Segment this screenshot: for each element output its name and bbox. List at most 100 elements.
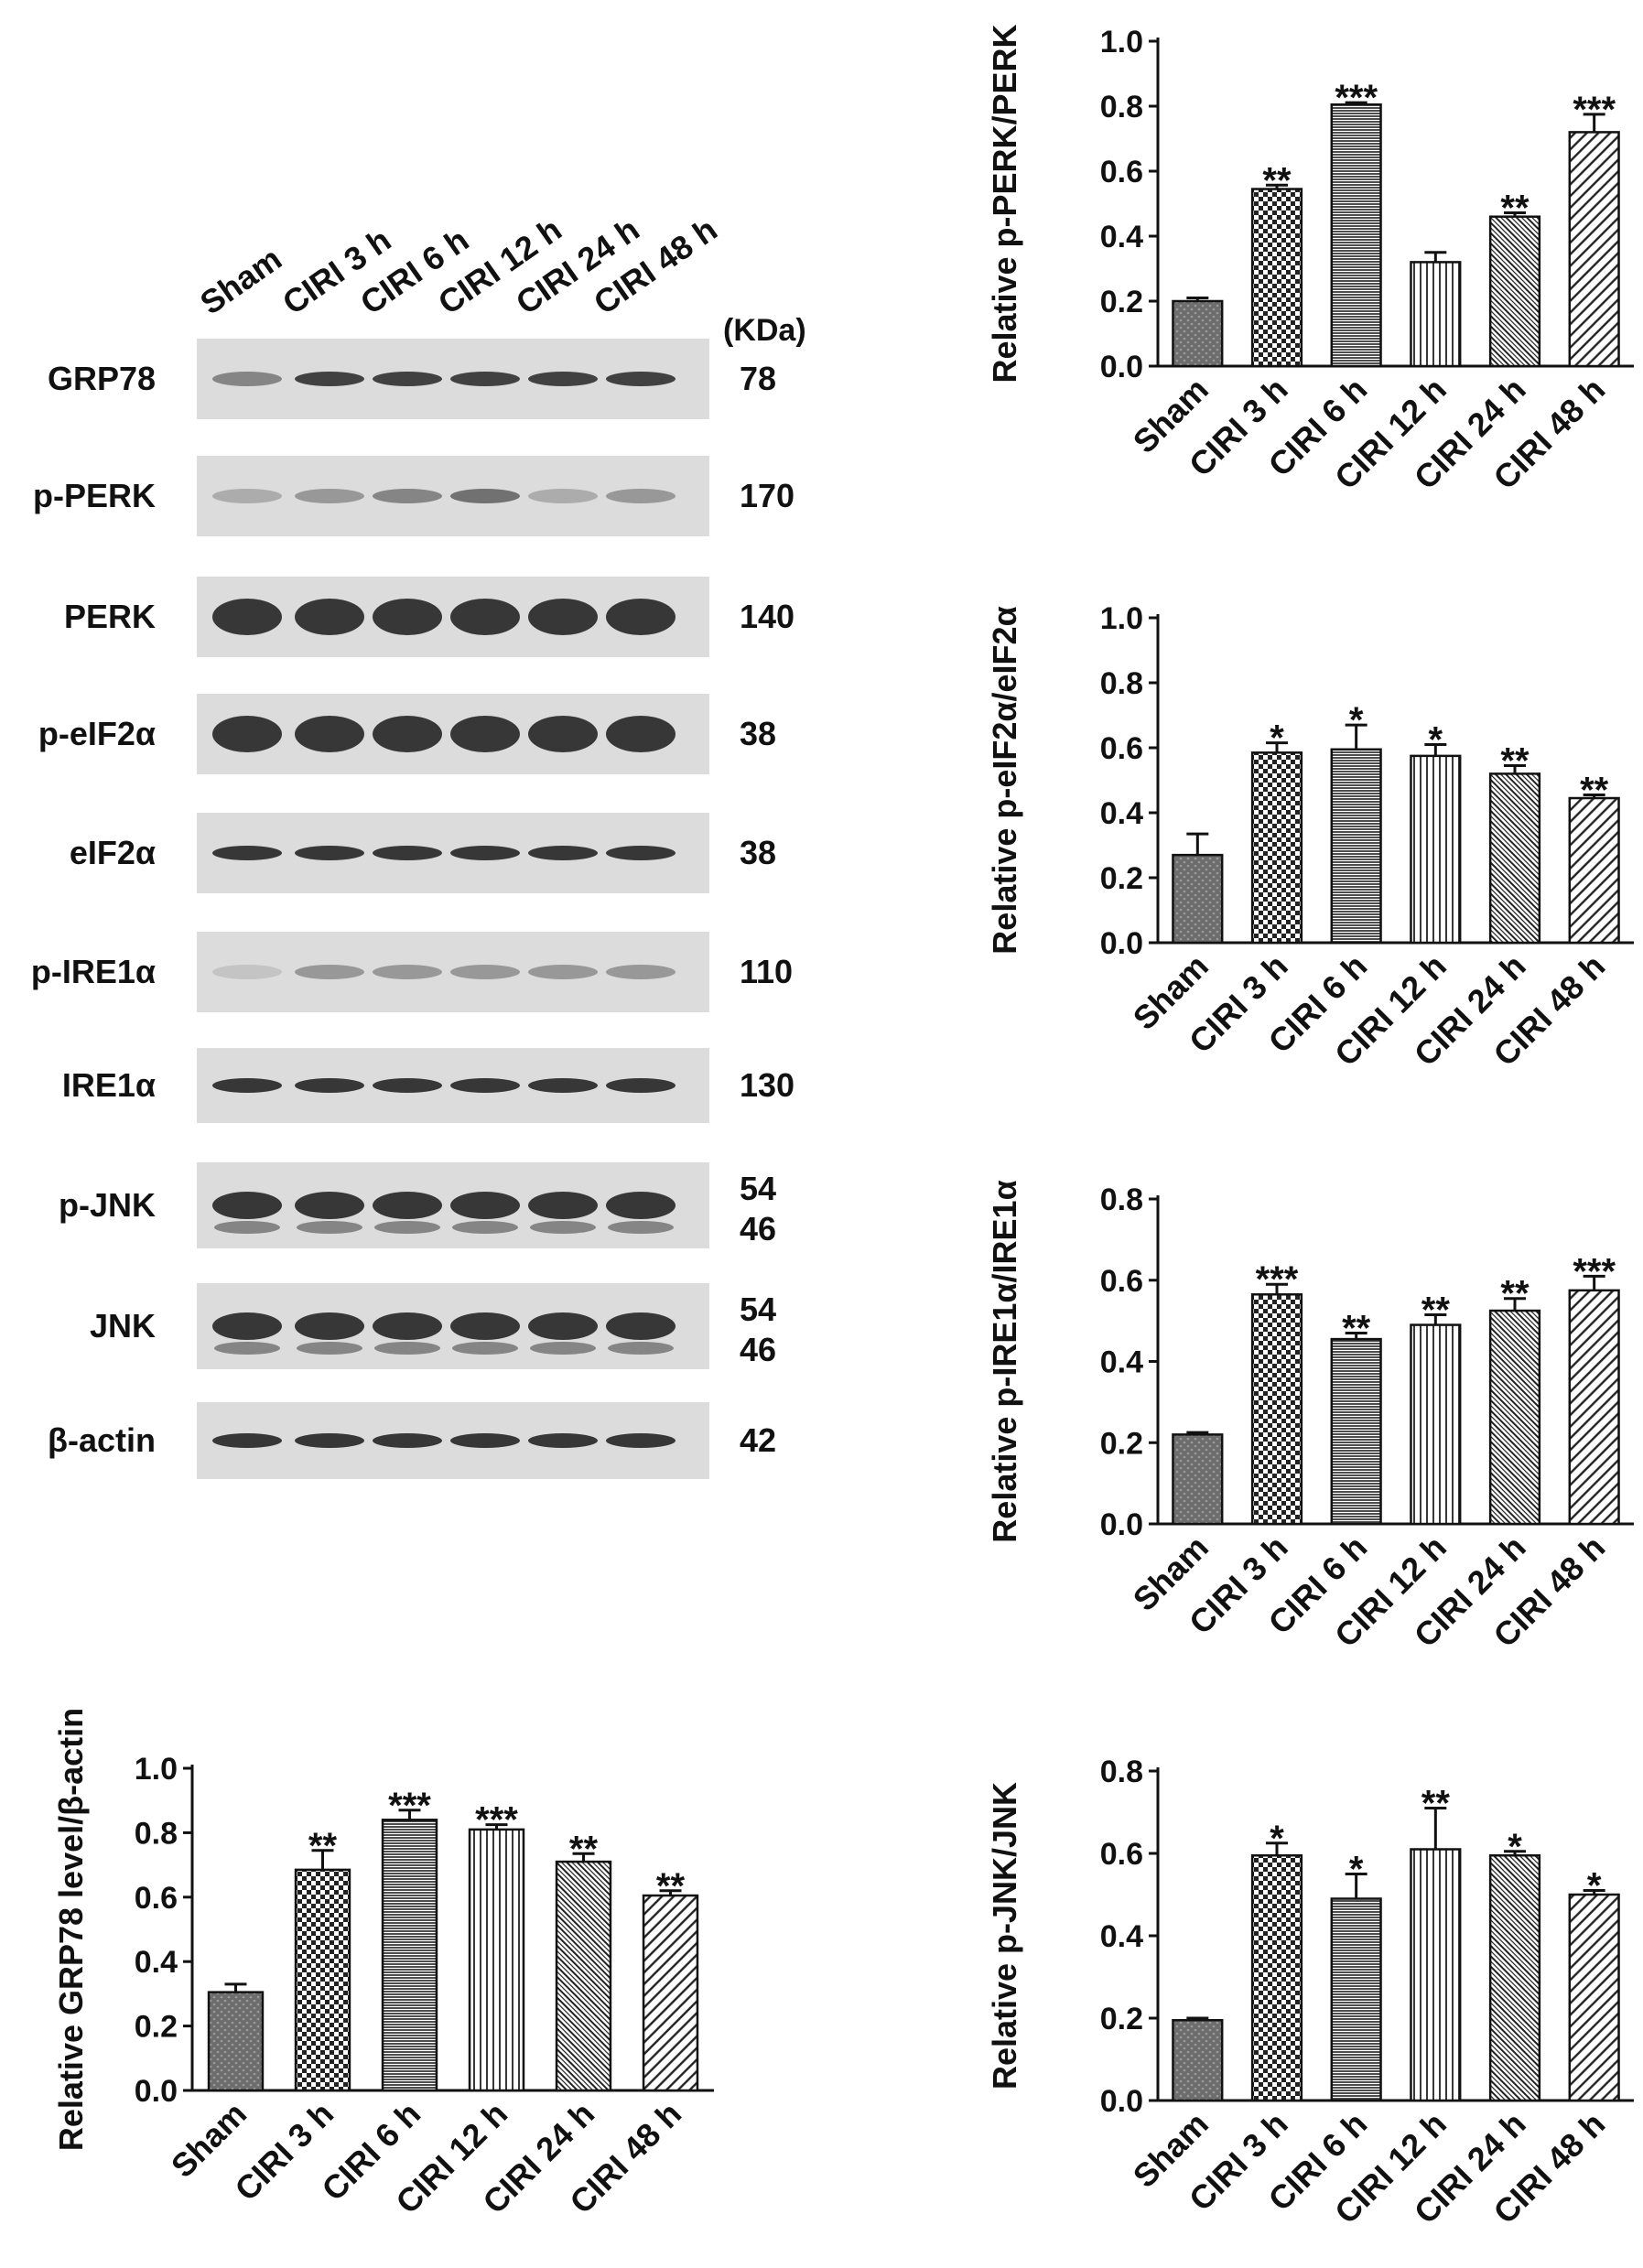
bar-ciri-24-h	[1488, 1854, 1541, 2102]
blot-row-perk: PERK 140	[64, 577, 794, 657]
significance-mark: *	[1270, 718, 1284, 759]
blot-band	[606, 846, 676, 860]
y-tick-label: 0.4	[135, 1945, 178, 1980]
y-tick-label: 0.2	[1100, 861, 1143, 896]
blot-band	[528, 1192, 598, 1219]
blot-band	[450, 599, 520, 635]
blot-band	[295, 1312, 364, 1340]
blot-band	[295, 1192, 364, 1219]
y-tick-label: 0.2	[1100, 2002, 1143, 2036]
blot-row-eif2: eIF2α 38	[70, 813, 776, 893]
kda-value: 110	[740, 953, 793, 990]
blot-band	[212, 716, 282, 752]
significance-mark: **	[1421, 1290, 1451, 1330]
blot-band	[450, 1078, 520, 1093]
kda-value: 46	[740, 1331, 776, 1368]
blot-label: PERK	[64, 598, 156, 635]
bar-sham	[1172, 299, 1224, 368]
blot-band	[373, 1433, 442, 1448]
significance-mark: ***	[1573, 1251, 1616, 1291]
y-tick-label: 1.0	[135, 1752, 178, 1787]
significance-mark: ***	[1335, 78, 1378, 118]
y-tick-label: 0.0	[1100, 2084, 1143, 2119]
y-tick-label: 0.6	[135, 1881, 178, 1916]
blot-band	[295, 1078, 364, 1093]
blot-band	[606, 599, 676, 635]
blot-band	[450, 489, 520, 503]
blot-row-p-eif2: p-eIF2α 38	[38, 694, 776, 774]
blot-band	[373, 716, 442, 752]
y-tick-label: 0.2	[135, 2010, 178, 2045]
blot-band	[373, 1312, 442, 1340]
y-axis-label: Relative p-JNK/JNK	[986, 1782, 1023, 2090]
bar-ciri-24-h	[1488, 1309, 1541, 1526]
blot-band-lower	[608, 1342, 674, 1355]
bar-ciri-12-h	[1410, 1323, 1462, 1526]
bar-ciri-6-h	[1330, 1337, 1382, 1526]
significance-mark: **	[1580, 770, 1609, 810]
y-axis-label: Relative GRP78 level/β-actin	[52, 1708, 90, 2151]
bar-ciri-6-h	[1330, 748, 1382, 945]
significance-mark: *	[1270, 1819, 1284, 1859]
blot-band	[528, 846, 598, 860]
blot-band	[212, 846, 282, 860]
blot-band	[212, 489, 282, 503]
kda-value: 46	[740, 1210, 776, 1247]
significance-mark: **	[1500, 1274, 1530, 1314]
blot-band	[450, 965, 520, 979]
bar-sham	[1172, 853, 1224, 945]
bar-ciri-6-h	[381, 1819, 438, 2092]
bar-ciri-3-h	[294, 1868, 351, 2092]
bar-ciri-48-h	[1568, 131, 1620, 368]
blot-band	[212, 1078, 282, 1093]
blot-label: eIF2α	[70, 834, 156, 871]
blot-band-lower	[374, 1342, 440, 1355]
blot-band-lower	[452, 1221, 518, 1234]
blot-band	[528, 372, 598, 386]
bar-ciri-12-h	[1410, 261, 1462, 368]
y-tick-label: 0.6	[1100, 1837, 1143, 1872]
blot-band-lower	[214, 1221, 280, 1234]
significance-mark: ***	[1573, 90, 1616, 130]
significance-mark: *	[1349, 700, 1364, 740]
bar-ciri-3-h	[1250, 1854, 1303, 2102]
bar-chart-p-eif2a: 0.0 0.2 0.4 0.6 0.8 1.0 Relative p-eIF2α/eIF2α…	[986, 601, 1634, 1074]
blot-band	[212, 1192, 282, 1219]
blot-band	[373, 1078, 442, 1093]
y-axis-label: Relative p-PERK/PERK	[986, 24, 1023, 383]
bar-ciri-48-h	[1568, 796, 1620, 945]
bar-ciri-12-h	[468, 1828, 525, 2092]
bar-ciri-3-h	[1250, 1293, 1303, 1526]
blot-band	[373, 846, 442, 860]
blot-band	[212, 372, 282, 386]
bar-ciri-3-h	[1250, 751, 1303, 945]
bar-ciri-24-h	[1488, 215, 1541, 368]
blot-band	[606, 716, 676, 752]
blot-band	[450, 1192, 520, 1219]
y-tick-label: 0.4	[1100, 220, 1143, 254]
blot-band	[528, 599, 598, 635]
significance-mark: *	[1349, 1850, 1364, 1890]
blot-strip	[197, 932, 709, 1012]
blot-band	[450, 716, 520, 752]
blot-band	[450, 1433, 520, 1448]
kda-value: 130	[740, 1066, 794, 1104]
blot-row-p-ire1: p-IRE1α 110	[31, 932, 793, 1012]
blot-label: p-IRE1α	[31, 953, 156, 990]
significance-mark: **	[1342, 1308, 1371, 1348]
bar-ciri-24-h	[555, 1860, 612, 2092]
y-tick-label: 0.8	[1100, 90, 1143, 124]
blot-row-p-perk: p-PERK 170	[33, 456, 794, 536]
y-tick-label: 0.8	[135, 1816, 178, 1851]
y-axis-label: Relative p-eIF2α/eIF2α	[986, 606, 1023, 954]
bar-sham	[1172, 1433, 1224, 1526]
significance-mark: **	[1500, 741, 1530, 782]
blot-band	[295, 489, 364, 503]
y-tick-label: 0.2	[1100, 285, 1143, 319]
y-tick-label: 0.4	[1100, 796, 1143, 831]
significance-mark: **	[569, 1829, 599, 1869]
significance-mark: ***	[1256, 1259, 1299, 1300]
